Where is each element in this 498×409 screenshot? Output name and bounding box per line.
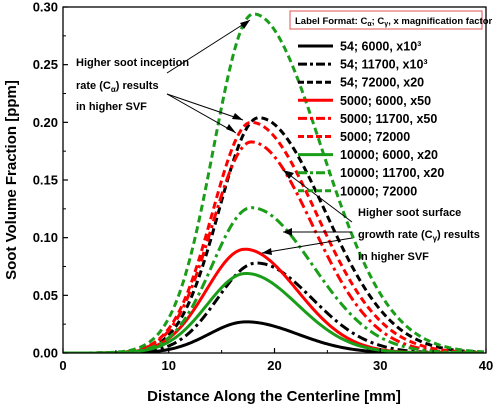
x-tick-label: 10 (162, 358, 176, 373)
series-line-8 (63, 206, 484, 353)
annotation-growth-line1: Higher soot surface (358, 207, 461, 219)
legend-label-8: 10000; 11700, x20 (340, 166, 444, 180)
y-axis-title: Soot Volume Fraction [ppm] (3, 80, 20, 280)
x-tick-label: 0 (59, 358, 66, 373)
legend-format-box (289, 10, 483, 30)
legend-label-9: 10000; 72000 (340, 184, 417, 198)
y-tick-label: 0.20 (33, 115, 58, 130)
y-tick-label: 0.10 (33, 230, 58, 245)
y-tick-label: 0.05 (33, 288, 58, 303)
legend: 54; 6000, x10³ 54; 11700, x10³ 54; 72000, … (298, 40, 444, 198)
y-tick-label: 0.15 (33, 173, 58, 188)
legend-label-6: 5000; 72000 (340, 130, 410, 144)
legend-label-4: 5000; 6000, x50 (340, 94, 431, 108)
annotation-growth-line2: growth rate (Cγ) results (358, 229, 480, 243)
series-line-9 (63, 12, 484, 353)
series-line-2 (63, 261, 484, 353)
y-tick-label: 0.00 (33, 346, 58, 361)
x-axis-title: Distance Along the Centerline [mm] (147, 388, 401, 405)
x-tick-label: 20 (267, 358, 281, 373)
series-line-4 (63, 247, 484, 353)
x-tick-label: 30 (373, 358, 387, 373)
legend-label-2: 54; 11700, x10³ (340, 58, 428, 72)
y-tick-label: 0.25 (33, 57, 58, 72)
legend-label-7: 10000; 6000, x20 (340, 148, 438, 162)
legend-label-5: 5000; 11700, x50 (340, 112, 437, 126)
annotation-growth-line3: in higher SVF (358, 251, 429, 263)
legend-label-3: 54; 72000, x20 (340, 76, 424, 90)
legend-label-1: 54; 6000, x10³ (340, 40, 421, 54)
x-tick-label: 40 (479, 358, 493, 373)
annotation-arrowheads (226, 20, 294, 255)
series-line-1 (63, 320, 484, 353)
y-tick-label: 0.30 (33, 0, 58, 15)
annotation-inception-line3: in higher SVF (76, 101, 147, 113)
annotation-inception-line2: rate (Cα) results (76, 80, 159, 94)
annotation-inception-line1: Higher soot inception (76, 57, 189, 69)
annotation-arrows (166, 19, 353, 254)
legend-format-title: Label Format: Cα; Cγ, x magnification fa… (295, 16, 492, 28)
axis-layer: 0 10 20 30 40 0.00 0.05 0.10 0.15 0.20 0.25 0.30 (33, 0, 494, 373)
